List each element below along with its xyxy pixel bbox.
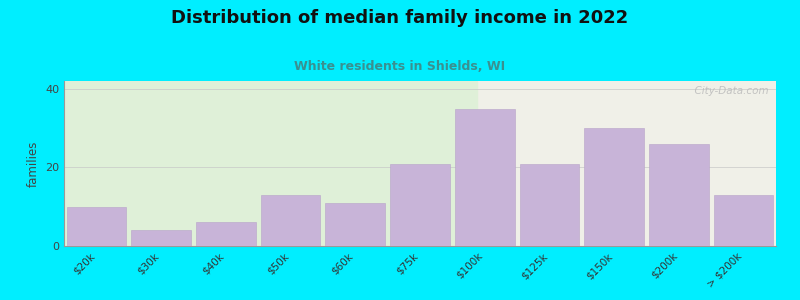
- Bar: [196, 222, 255, 246]
- Text: City-Data.com: City-Data.com: [688, 86, 769, 96]
- Bar: [520, 164, 579, 246]
- Text: Distribution of median family income in 2022: Distribution of median family income in …: [171, 9, 629, 27]
- Bar: [64, 81, 477, 246]
- Bar: [649, 144, 709, 246]
- Text: White residents in Shields, WI: White residents in Shields, WI: [294, 60, 506, 73]
- Bar: [131, 230, 191, 246]
- Bar: [66, 207, 126, 246]
- Bar: [455, 109, 514, 246]
- Bar: [261, 195, 320, 246]
- Bar: [390, 164, 450, 246]
- Bar: [326, 203, 385, 246]
- Bar: [585, 128, 644, 246]
- Y-axis label: families: families: [26, 140, 39, 187]
- Bar: [714, 195, 774, 246]
